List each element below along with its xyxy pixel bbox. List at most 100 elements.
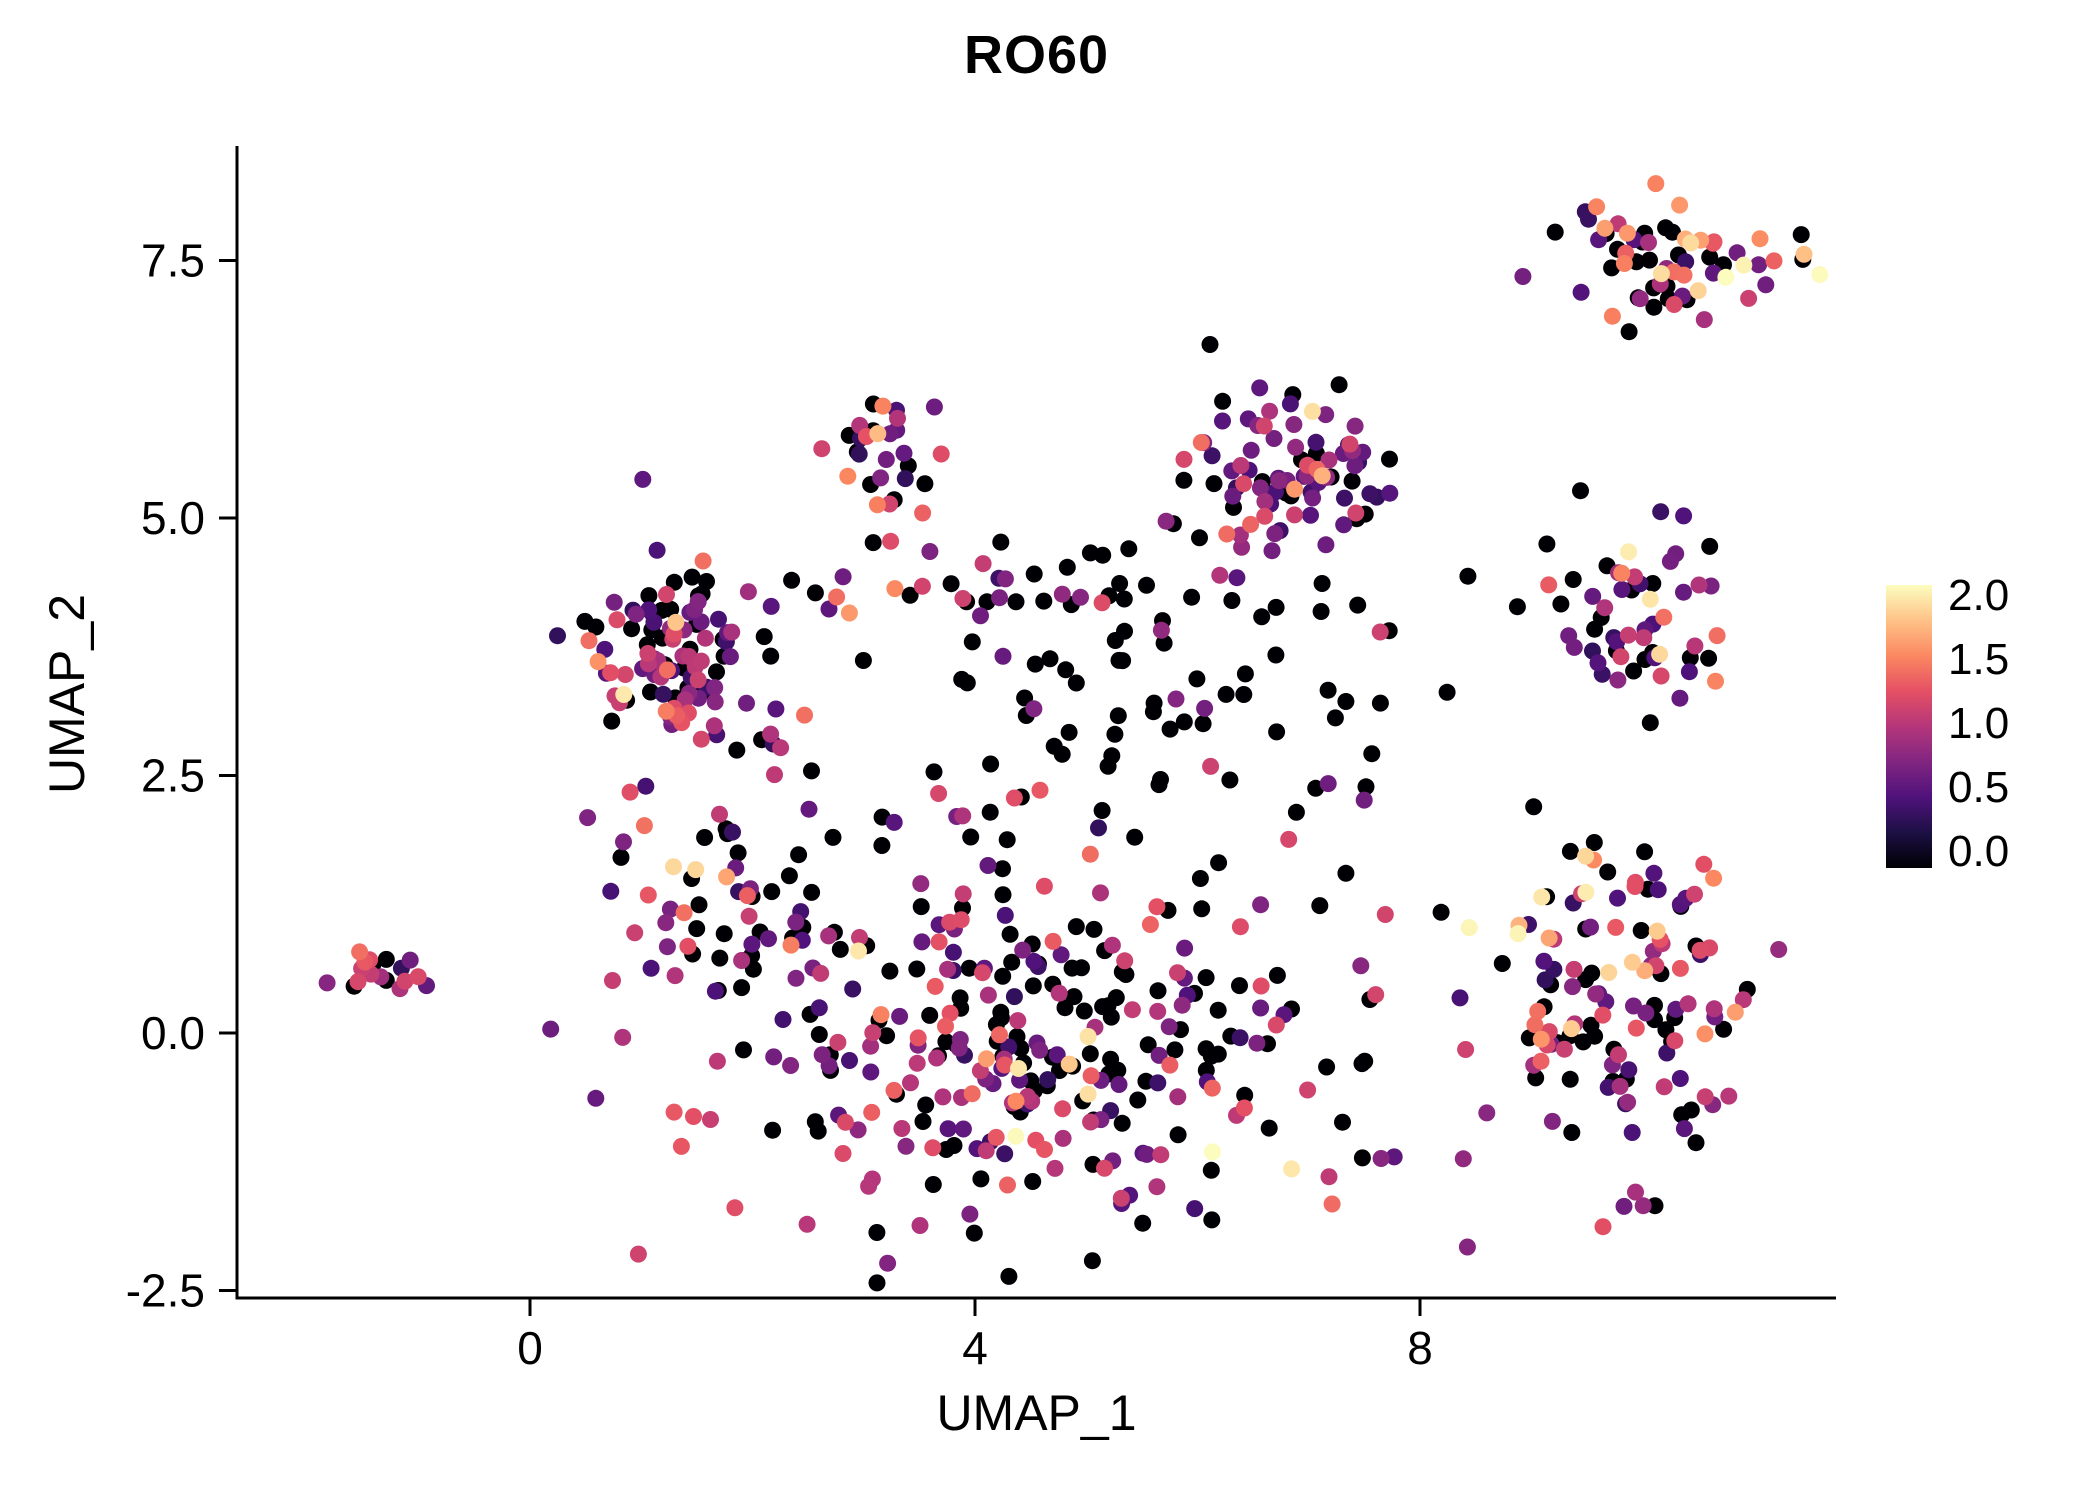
data-point (912, 875, 930, 893)
data-point (1106, 632, 1124, 649)
data-point (1675, 1120, 1693, 1138)
colorbar-tick-label: 0.5 (1948, 763, 2010, 812)
data-point (1376, 906, 1394, 923)
data-point (1203, 1211, 1221, 1229)
data-point (1242, 515, 1260, 533)
data-point (803, 883, 821, 901)
data-point (711, 805, 728, 823)
data-point (1252, 896, 1270, 914)
data-point (1792, 226, 1810, 244)
data-point (687, 861, 705, 879)
data-point (1572, 482, 1589, 500)
data-point (1655, 608, 1673, 626)
data-point (1092, 884, 1109, 902)
data-point (782, 936, 800, 954)
data-point (831, 940, 849, 958)
data-point (1615, 1197, 1633, 1215)
data-point (1204, 1143, 1221, 1161)
data-point (1509, 925, 1527, 943)
data-point (1381, 450, 1398, 468)
data-point (1149, 1002, 1167, 1020)
data-point (850, 942, 867, 960)
data-point (1044, 932, 1062, 950)
data-point (627, 605, 645, 623)
data-point (954, 1120, 972, 1138)
data-point (1155, 634, 1173, 652)
data-point (580, 632, 598, 650)
data-point (1671, 1070, 1689, 1087)
data-point (1232, 457, 1250, 474)
data-point (629, 1245, 647, 1263)
data-point (1625, 997, 1642, 1015)
data-point (1141, 916, 1159, 933)
data-point (1253, 608, 1271, 626)
data-point (1186, 1200, 1204, 1218)
data-point (885, 1081, 903, 1099)
data-point (1538, 535, 1556, 553)
data-point (740, 907, 758, 925)
data-point (708, 1052, 726, 1070)
data-point (1584, 587, 1602, 605)
data-point (1623, 953, 1641, 971)
data-point (1152, 621, 1170, 639)
data-point (1385, 1148, 1403, 1166)
data-point (937, 1017, 954, 1035)
data-point (1555, 1040, 1573, 1058)
data-point (1565, 638, 1583, 656)
data-point (864, 1024, 882, 1042)
data-point (1532, 1052, 1550, 1070)
data-point (1686, 885, 1703, 903)
data-point (1235, 475, 1253, 493)
data-point (1673, 1106, 1691, 1124)
data-point (1060, 1055, 1078, 1073)
data-point (1175, 471, 1193, 489)
data-point (1014, 941, 1032, 959)
data-point (998, 831, 1016, 849)
data-point (1317, 536, 1335, 554)
data-point (318, 974, 336, 992)
data-point (1454, 1150, 1472, 1168)
data-point (1757, 276, 1775, 294)
data-point (1268, 723, 1286, 741)
data-point (1307, 433, 1325, 451)
data-point (1371, 694, 1389, 712)
data-point (608, 611, 626, 629)
data-point (1335, 516, 1353, 534)
data-point (694, 552, 712, 570)
data-point (1353, 1149, 1371, 1167)
data-point (981, 803, 999, 821)
data-point (1081, 1045, 1099, 1063)
data-point (1260, 1119, 1278, 1137)
data-point (409, 968, 427, 986)
data-point (1025, 700, 1043, 718)
data-point (1096, 1159, 1113, 1177)
data-point (1110, 1076, 1128, 1093)
data-point (1281, 395, 1299, 413)
data-point (763, 883, 781, 901)
data-point (1626, 568, 1644, 586)
data-point (1054, 1100, 1072, 1118)
data-point (1341, 435, 1359, 453)
data-point (1005, 789, 1023, 807)
data-point (1320, 1168, 1338, 1186)
data-point (930, 785, 948, 802)
data-point (1695, 311, 1713, 329)
data-point (1707, 672, 1724, 690)
data-point (1169, 1088, 1187, 1106)
data-point (657, 702, 675, 720)
data-point (1197, 969, 1215, 987)
data-point (1326, 709, 1344, 727)
data-point (1093, 802, 1111, 819)
data-point (1031, 781, 1049, 799)
data-point (612, 848, 630, 866)
data-point (1765, 252, 1783, 270)
data-point (1540, 929, 1558, 947)
data-point (1312, 603, 1330, 620)
data-point (1175, 450, 1193, 468)
data-point (1079, 1028, 1097, 1045)
data-point (690, 896, 708, 914)
data-point (1134, 1214, 1152, 1232)
data-point (710, 610, 727, 628)
data-point (1052, 946, 1070, 964)
data-point (1072, 588, 1089, 606)
